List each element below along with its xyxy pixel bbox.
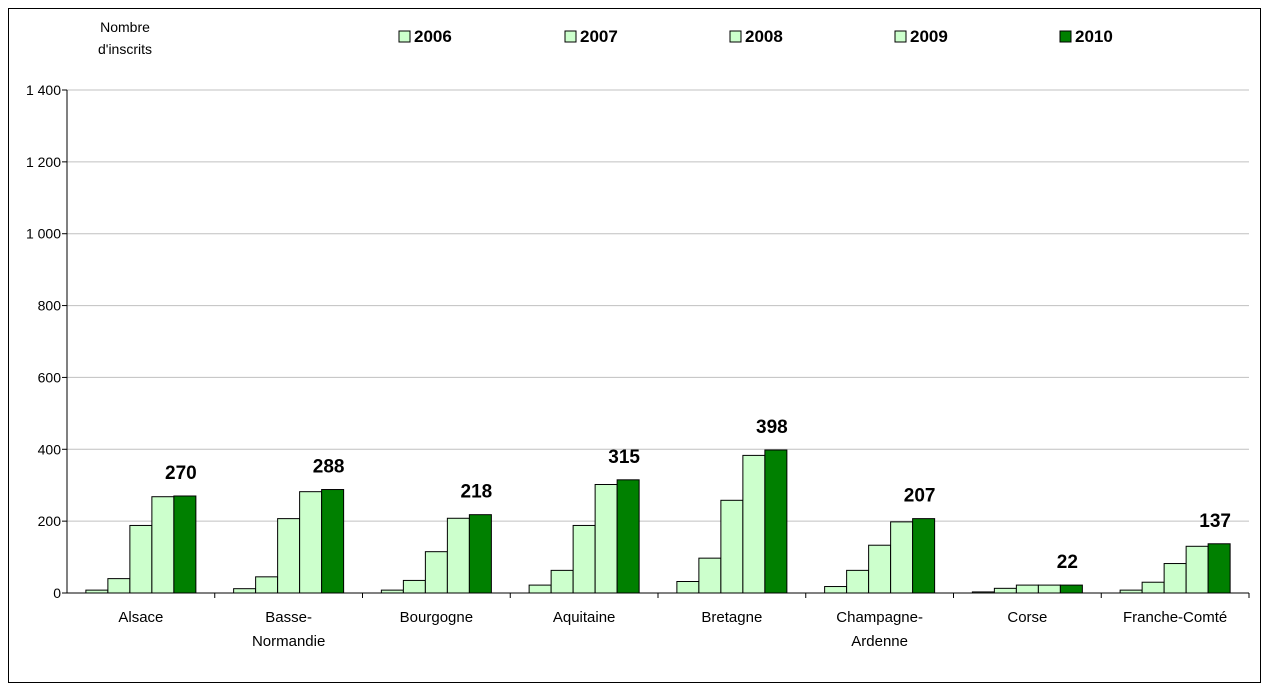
bar-2010 [912, 518, 936, 594]
y-axis-title-line: Nombre [100, 19, 150, 35]
bar-2007 [846, 569, 870, 594]
y-tick-label: 1 000 [26, 226, 61, 242]
bar-2010 [616, 479, 640, 594]
legend: 2006 2007 2008 2009 2010 [398, 27, 1113, 46]
data-label: 315 [608, 447, 640, 468]
category-label: Bourgogne [400, 609, 473, 626]
bar-2009 [299, 491, 323, 594]
data-label: 288 [313, 457, 345, 478]
bar-2006 [676, 581, 700, 594]
y-tick-label: 1 400 [26, 82, 61, 98]
bar-2010 [1207, 543, 1231, 594]
bar-2006 [528, 584, 552, 594]
y-tick-label: 600 [38, 369, 62, 385]
category-label: Basse- [265, 609, 312, 626]
y-axis-title-line: d'inscrits [98, 41, 152, 57]
bar-2008 [720, 499, 744, 594]
category-label: Champagne- [836, 609, 923, 626]
bar-2008 [1163, 563, 1187, 594]
bar-2008 [868, 544, 892, 594]
bar-2007 [255, 576, 279, 594]
legend-swatch-2006 [398, 30, 411, 43]
category-label: Bretagne [701, 609, 762, 626]
bar-2010 [468, 514, 492, 594]
legend-swatch-2007 [564, 30, 577, 43]
data-label: 270 [165, 463, 197, 484]
y-tick-label: 800 [38, 298, 62, 314]
bar-2009 [742, 454, 766, 594]
bar-2006 [824, 586, 848, 594]
bar-2006 [233, 588, 257, 594]
legend-swatch-2010 [1059, 30, 1072, 43]
legend-swatch-2009 [894, 30, 907, 43]
bar-2008 [129, 524, 153, 594]
bar-2007 [1141, 581, 1165, 594]
legend-label-2008: 2008 [745, 27, 783, 46]
data-label: 207 [904, 486, 936, 507]
bar-2007 [107, 578, 131, 594]
bar-2008 [277, 518, 301, 594]
y-axis-title: Nombre d'inscrits [98, 19, 152, 57]
y-tick-label: 200 [38, 513, 62, 529]
bar-2010 [1059, 584, 1083, 594]
bar-2009 [151, 496, 175, 594]
bar-2007 [993, 587, 1017, 594]
category-label: Aquitaine [553, 609, 616, 626]
bar-2009 [446, 517, 470, 594]
bar-2009 [594, 483, 618, 594]
data-labels: 270 288 218 315 398 207 22 137 [165, 417, 1231, 573]
legend-label-2009: 2009 [910, 27, 948, 46]
bar-2008 [1015, 584, 1039, 594]
bar-2010 [764, 449, 788, 594]
legend-label-2007: 2007 [580, 27, 618, 46]
y-tick-label: 1 200 [26, 154, 61, 170]
gridlines [67, 89, 1249, 522]
bar-2007 [698, 557, 722, 594]
category-label: Ardenne [851, 633, 908, 650]
bar-2008 [424, 551, 448, 594]
x-axis: Alsace Basse- Normandie Bourgogne Aquitaine B… [67, 592, 1250, 650]
category-label: Alsace [118, 609, 163, 626]
bar-2009 [1037, 584, 1061, 594]
category-label: Franche-Comté [1123, 609, 1227, 626]
bar-2010 [321, 489, 345, 594]
bar-2008 [572, 524, 596, 594]
bar-2010 [173, 495, 197, 594]
legend-label-2006: 2006 [414, 27, 452, 46]
bar-2007 [550, 569, 574, 594]
data-label: 398 [756, 417, 788, 438]
y-tick-label: 0 [53, 585, 61, 601]
legend-label-2010: 2010 [1075, 27, 1113, 46]
data-label: 218 [461, 482, 493, 503]
data-label: 137 [1199, 511, 1231, 532]
y-tick-label: 400 [38, 441, 62, 457]
category-label: Corse [1007, 609, 1047, 626]
bar-2007 [402, 579, 426, 594]
category-label: Normandie [252, 633, 325, 650]
data-label: 22 [1057, 552, 1078, 573]
legend-swatch-2008 [729, 30, 742, 43]
bar-2009 [1185, 545, 1209, 594]
bars [85, 449, 1231, 594]
bar-2009 [890, 521, 914, 594]
y-axis: 0 200 400 600 800 1 000 1 200 1 400 [26, 82, 68, 601]
